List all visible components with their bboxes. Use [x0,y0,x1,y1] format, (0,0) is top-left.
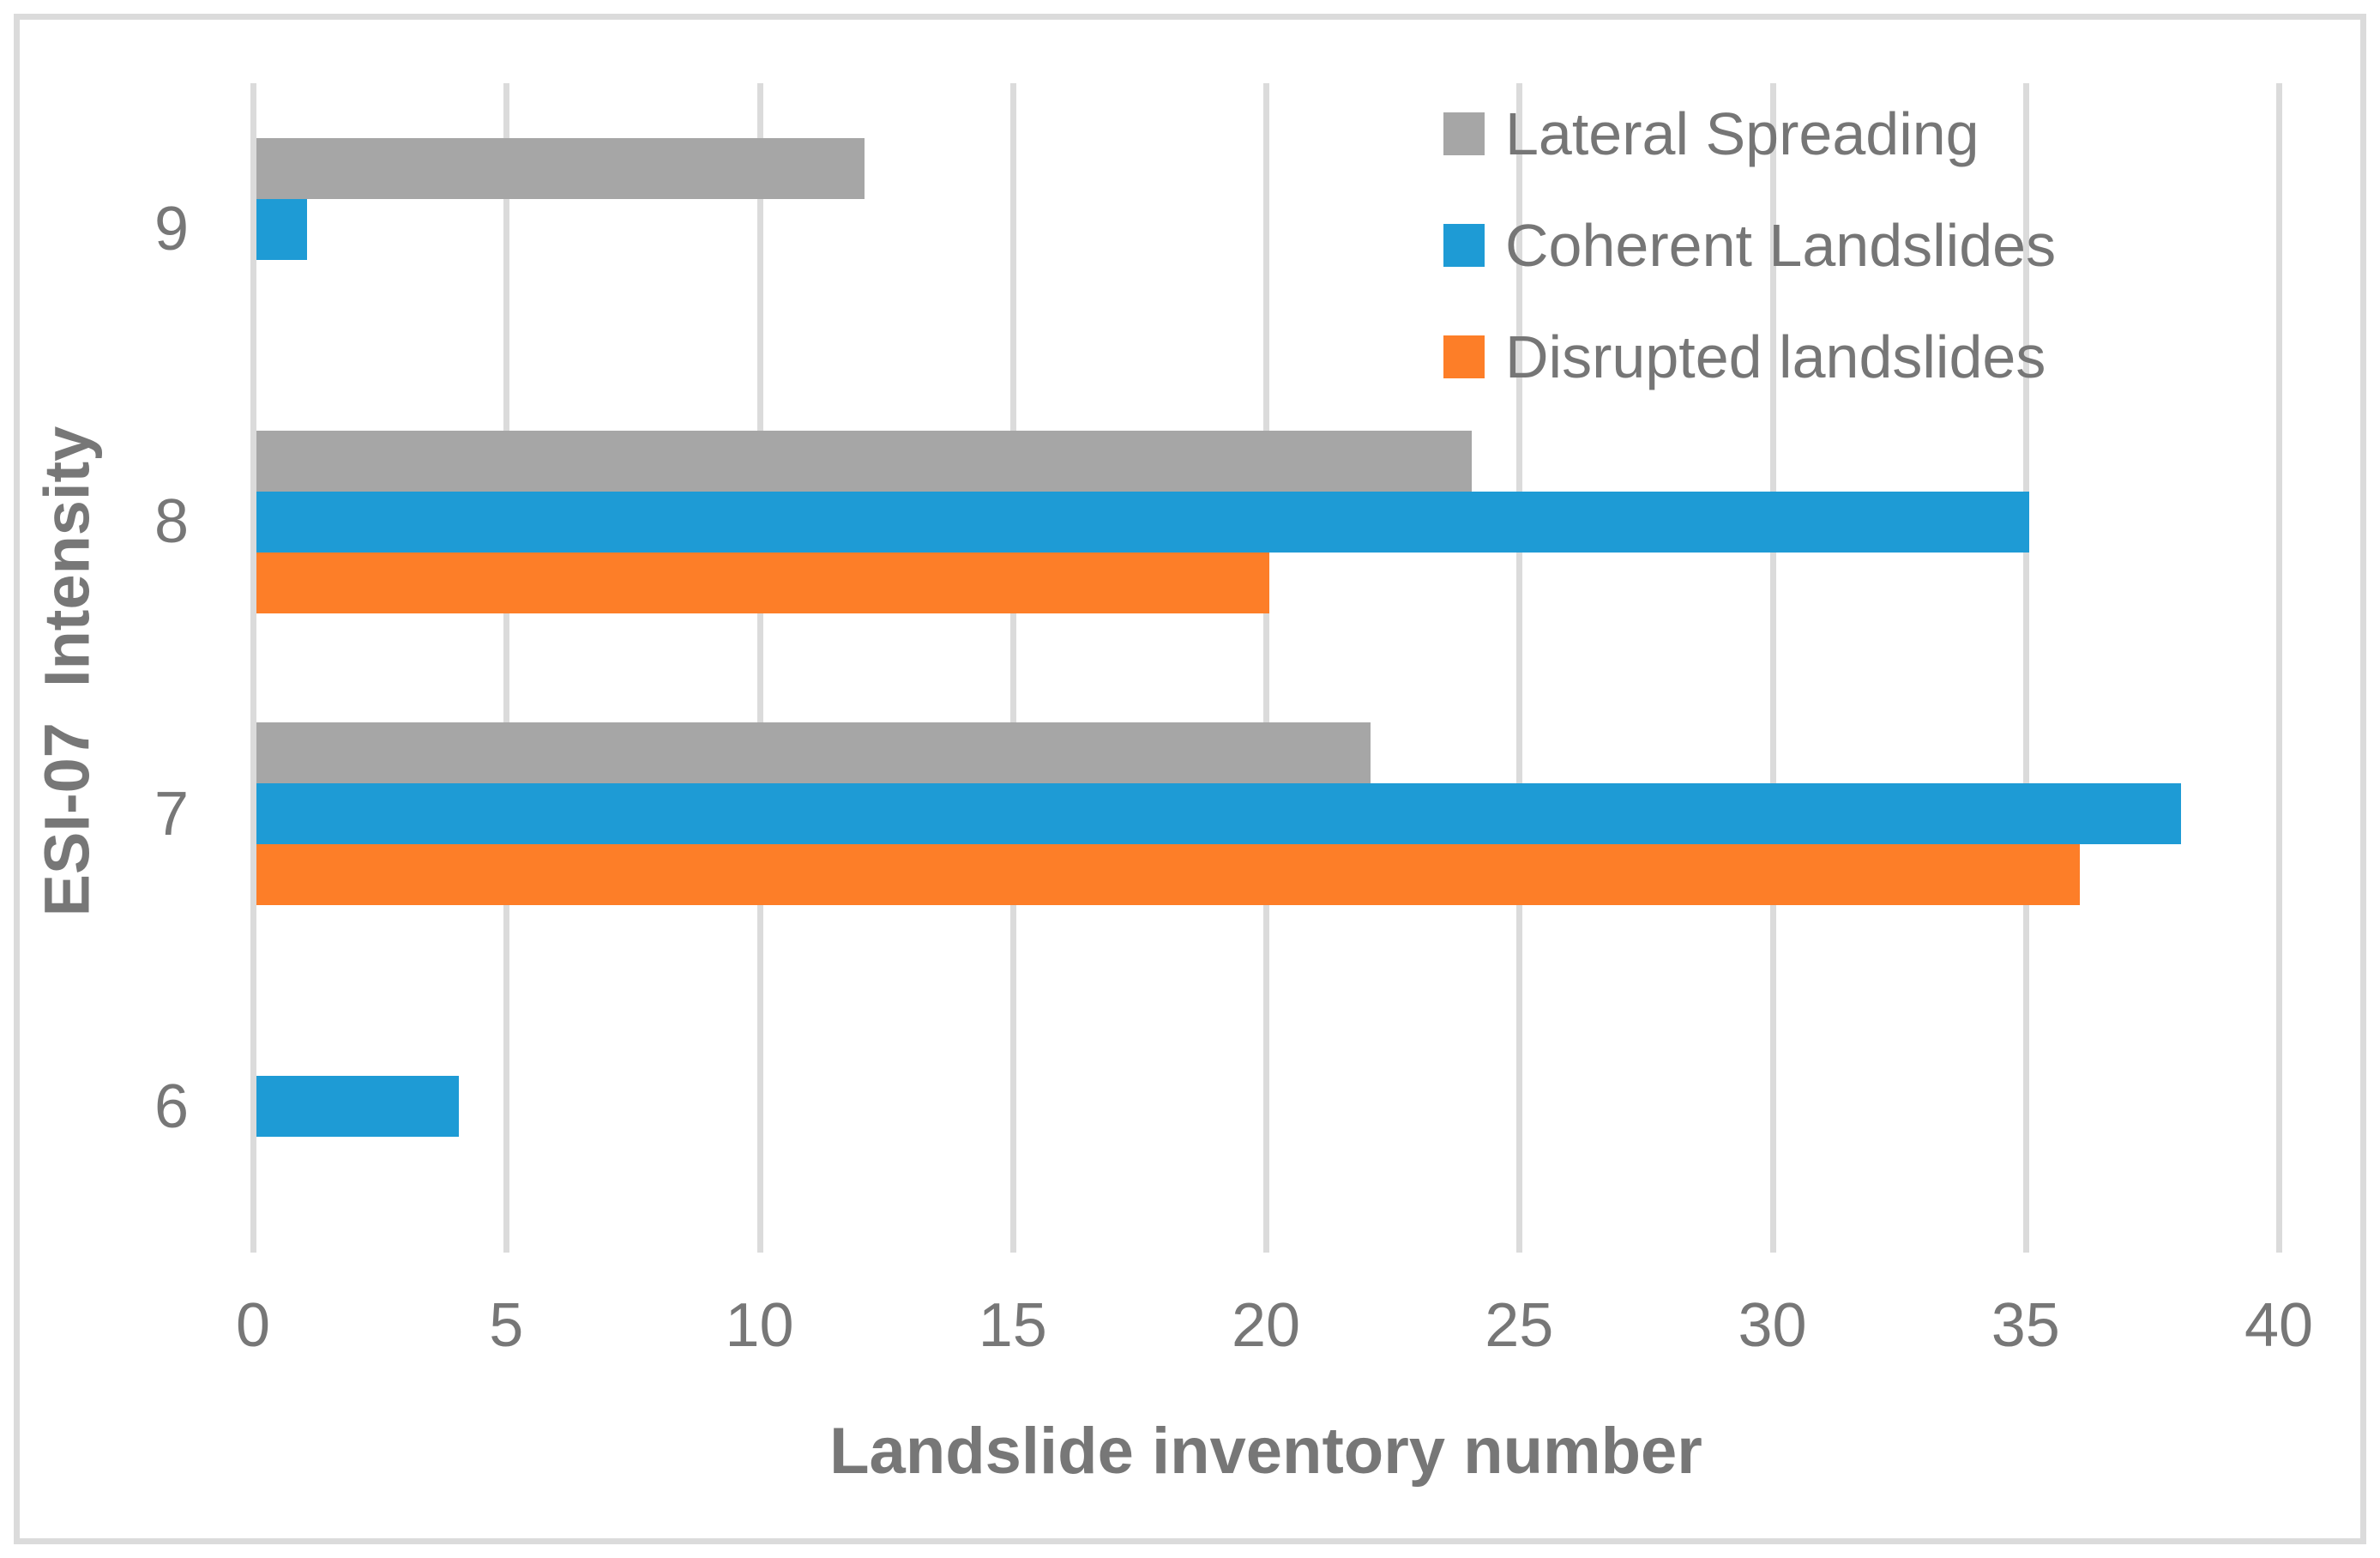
legend-swatch-icon [1443,335,1485,378]
x-tick-label-0: 0 [235,1291,271,1360]
gridline-30 [1769,83,1776,1253]
bar-disrupted-landslides-intensity-8 [256,552,1269,613]
legend-swatch-icon [1443,112,1485,155]
y-tick-label-9: 9 [154,195,189,264]
legend-swatch-icon [1443,224,1485,267]
legend-label: Lateral Spreading [1505,100,1979,167]
gridline-25 [1516,83,1523,1253]
bar-lateral-spreading-intensity-9 [256,137,865,199]
bar-coherent-landslides-intensity-6 [256,1076,459,1138]
gridline-5 [503,83,510,1253]
gridline-10 [756,83,763,1253]
bar-lateral-spreading-intensity-8 [256,430,1472,492]
legend-label: Disrupted landslides [1505,323,2046,390]
bar-coherent-landslides-intensity-9 [256,198,307,260]
x-tick-label-5: 5 [489,1291,524,1360]
legend-item-coherent-landslides: Coherent Landslides [1443,190,2056,301]
gridline-20 [1263,83,1269,1253]
x-axis-title: Landslide inventory number [829,1415,1702,1488]
bar-disrupted-landslides-intensity-7 [256,844,2080,906]
y-tick-label-6: 6 [154,1072,189,1141]
legend-item-disrupted-landslides: Disrupted landslides [1443,301,2056,413]
gridline-40 [2276,83,2282,1253]
gridline-35 [2022,83,2029,1253]
y-tick-label-8: 8 [154,487,189,557]
x-tick-label-25: 25 [1485,1291,1554,1360]
gridline-15 [1009,83,1016,1253]
x-tick-label-35: 35 [1991,1291,2060,1360]
bar-lateral-spreading-intensity-7 [256,722,1371,784]
x-tick-label-20: 20 [1231,1291,1301,1360]
x-tick-label-40: 40 [2244,1291,2314,1360]
x-tick-label-10: 10 [725,1291,794,1360]
legend-label: Coherent Landslides [1505,212,2057,279]
x-tick-label-15: 15 [978,1291,1047,1360]
chart-frame-border [14,14,2366,1544]
x-tick-label-30: 30 [1738,1291,1807,1360]
legend-item-lateral-spreading: Lateral Spreading [1443,78,2056,190]
y-axis-line [250,83,256,1253]
y-tick-label-7: 7 [154,779,189,848]
bar-coherent-landslides-intensity-8 [256,491,2029,553]
legend: Lateral Spreading Coherent Landslides Disr… [1443,78,2056,413]
bar-coherent-landslides-intensity-7 [256,783,2181,845]
